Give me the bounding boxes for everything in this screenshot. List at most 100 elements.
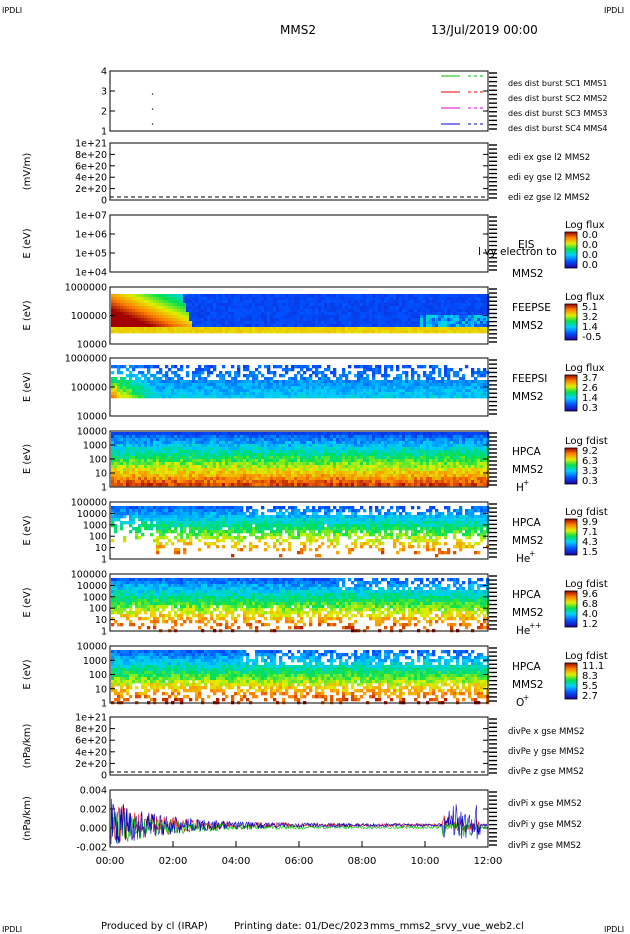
panel-feepsi-cell (360, 392, 364, 396)
panel-feepsi-cell (402, 386, 406, 390)
panel-feepsi-cell (405, 380, 409, 384)
panel-hpca-h-cell (156, 444, 160, 448)
panel-feepse-cell (258, 303, 262, 307)
panel-hpca-h-cell (303, 468, 307, 472)
panel-feepse-cell (153, 321, 157, 325)
panel-hpca-h-cell (153, 468, 157, 472)
panel-feepsi-cell (252, 395, 256, 399)
panel-feepsi-cell (405, 389, 409, 393)
panel-hpca-h-cell (189, 453, 193, 457)
panel-feepsi-cell (300, 383, 304, 387)
panel-hpca-h-cell (207, 474, 211, 478)
panel-feepse-cell (117, 312, 121, 316)
panel-feepsi-cell (264, 395, 268, 399)
panel-feepse-cell (333, 312, 337, 316)
panel-feepsi-cell (363, 365, 367, 369)
panel-feepsi-cell (273, 380, 277, 384)
panel-hpca-h-cell (315, 432, 319, 436)
panel-feepse-cell (441, 294, 445, 298)
panel-hpca-h-cell (147, 459, 151, 463)
panel-hpca-h-cell (357, 441, 361, 445)
panel-feepse-ytick-label: 100000 (71, 311, 107, 322)
panel-hpca-h-cell (186, 459, 190, 463)
panel-feepsi-cell (147, 368, 151, 372)
panel-feepse-cell (408, 321, 412, 325)
panel-hpca-h-cell (159, 456, 163, 460)
panel-hpca-h-cell (150, 483, 154, 487)
panel-feepse-cell (360, 312, 364, 316)
panel-hpca-h-cell (237, 465, 241, 469)
panel-hpca-h-cell (111, 438, 115, 442)
panel-feepse-cell (234, 300, 238, 304)
panel-hpca-h-cell (330, 444, 334, 448)
panel-hpca-h-cell (381, 447, 385, 451)
panel-hpca-h-cell (267, 465, 271, 469)
panel-feepse-cell (126, 300, 130, 304)
panel-feepsi-cell (198, 365, 202, 369)
panel-feepse-cell (159, 303, 163, 307)
panel-feepse-cell (189, 324, 193, 328)
panel-feepse-cell (246, 312, 250, 316)
panel-hpca-h-cell (312, 447, 316, 451)
panel-hpca-h-cell (270, 483, 274, 487)
panel-feepsi-cell (348, 371, 352, 375)
panel-hpca-h-cell (414, 459, 418, 463)
panel-hpca-h-cell (237, 468, 241, 472)
panel-hpca-h-cell (384, 465, 388, 469)
panel-hpca-h-cell (450, 450, 454, 454)
panel-feepse-cell (339, 312, 343, 316)
panel-feepse-cell (261, 315, 265, 319)
panel-feepsi-cell (117, 368, 121, 372)
panel-feepsi-cell (387, 365, 391, 369)
panel-hpca-h-cell (369, 474, 373, 478)
panel-hpca-h-cell (165, 462, 169, 466)
panel-feepsi-cell (264, 377, 268, 381)
panel-feepsi-cell (141, 374, 145, 378)
panel-feepse-cell (285, 330, 289, 334)
panel-feepse-cell (267, 312, 271, 316)
panel-hpca-h-cell (198, 477, 202, 481)
panel-feepse-cell (132, 312, 136, 316)
panel-feepse-cell (447, 330, 451, 334)
panel-hpca-h-cell (162, 453, 166, 457)
panel-feepsi-cell (252, 383, 256, 387)
panel-feepse-cell (138, 312, 142, 316)
panel-hpca-h-cell (375, 456, 379, 460)
panel-hpca-h-cell (405, 459, 409, 463)
panel-hpca-h-cell (441, 477, 445, 481)
panel-feepse-cell (300, 321, 304, 325)
panel-feepse-cell (309, 318, 313, 322)
panel-feepse-cell (306, 321, 310, 325)
panel-feepse-cell (351, 321, 355, 325)
panel-hpca-h-cell (150, 456, 154, 460)
panel-feepse-cell (324, 312, 328, 316)
panel-feepsi-cell (468, 392, 472, 396)
panel-feepse-cell (249, 306, 253, 310)
panel-hpca-h-cell (327, 477, 331, 481)
panel-hpca-h-cell (279, 453, 283, 457)
panel-feepse-cell (267, 294, 271, 298)
panel-feepse-cell (156, 321, 160, 325)
panel-hpca-h-cell (201, 441, 205, 445)
panel-hpca-h-cell (294, 462, 298, 466)
panel-hpca-h-cell (117, 474, 121, 478)
panel-feepse-cell (417, 330, 421, 334)
panel-feepsi-cell (411, 374, 415, 378)
panel-feepse-cell (114, 297, 118, 301)
panel-hpca-h-cell (210, 435, 214, 439)
panel-hpca-h-cell (123, 465, 127, 469)
panel-hpca-h-cell (120, 444, 124, 448)
panel-feepsi-cell (387, 380, 391, 384)
panel-hpca-h-cell (324, 435, 328, 439)
panel-hpca-h-cell (432, 435, 436, 439)
panel-feepsi-cell (483, 389, 487, 393)
panel-hpca-h-cell (129, 465, 133, 469)
panel-hpca-h-cell (117, 435, 121, 439)
panel-feepse-cell (366, 324, 370, 328)
panel-hpca-h-cell (318, 465, 322, 469)
panel-hpca-h-cell (423, 480, 427, 484)
panel-hpca-h-cell (171, 474, 175, 478)
panel-feepse-cell (138, 300, 142, 304)
panel-hpca-h-cell (432, 456, 436, 460)
panel-feepse-cell (417, 309, 421, 313)
